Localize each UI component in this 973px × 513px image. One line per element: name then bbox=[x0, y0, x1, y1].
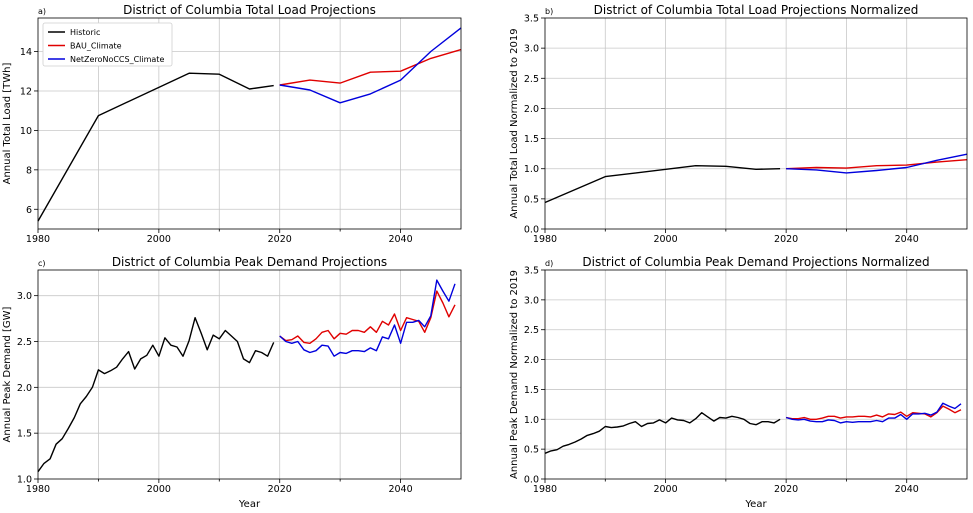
y-tick-label: 3.5 bbox=[524, 14, 539, 25]
chart-panel-3: 1980 2000 2020 2040 1.0 1.5 2.0 2.5 3.0 District … bbox=[2, 255, 462, 510]
y-axis-label: Annual Total Load Normalized to 2019 bbox=[509, 28, 520, 218]
y-tick-label: 2.0 bbox=[524, 355, 539, 366]
chart-title: District of Columbia Total Load Projecti… bbox=[594, 3, 919, 17]
x-tick-label: 2020 bbox=[774, 484, 798, 495]
y-tick-label: 0.0 bbox=[524, 225, 539, 236]
y-tick-label: 3.0 bbox=[524, 295, 539, 306]
plot-frame bbox=[37, 269, 462, 480]
x-tick-label: 2020 bbox=[774, 234, 798, 245]
series-line-bau-climate bbox=[786, 159, 968, 170]
legend-entry: NetZeroNoCCS_Climate bbox=[70, 55, 164, 64]
x-tick-label: 2000 bbox=[147, 484, 171, 495]
x-axis-label: Year bbox=[238, 499, 261, 510]
x-tick-label: 1980 bbox=[533, 234, 557, 245]
plot-frame bbox=[544, 17, 968, 230]
y-axis-label: Annual Peak Demand [GW] bbox=[2, 306, 13, 442]
series-line-historic bbox=[37, 317, 275, 473]
x-tick-label: 2040 bbox=[388, 484, 412, 495]
x-tick-label: 2040 bbox=[895, 484, 919, 495]
x-tick-label: 2020 bbox=[268, 484, 292, 495]
y-tick-label: 2.0 bbox=[17, 383, 32, 394]
panel-letter: b) bbox=[545, 7, 553, 16]
y-tick-label: 1.5 bbox=[17, 429, 32, 440]
chart-title: District of Columbia Total Load Projecti… bbox=[123, 3, 376, 17]
chart-panel-2: 1980 2000 2020 2040 0.0 0.5 1.0 1.5 2.0 2.5 3.0 3.5… bbox=[509, 3, 968, 245]
y-tick-label: 1.0 bbox=[524, 164, 539, 175]
y-tick-label: 6 bbox=[26, 205, 32, 216]
y-tick-label: 1.5 bbox=[524, 385, 539, 396]
chart-panel-1: 1980 2000 2020 2040 6 8 10 12 14 District of Colu… bbox=[2, 3, 462, 245]
panel-letter: c) bbox=[38, 259, 46, 268]
y-tick-label: 2.5 bbox=[17, 337, 32, 348]
series-line-historic bbox=[37, 72, 274, 222]
x-tick-label: 2040 bbox=[895, 234, 919, 245]
x-tick-label: 2000 bbox=[653, 484, 677, 495]
series-line-netzeronoccs-climate bbox=[786, 153, 968, 174]
y-tick-label: 2.5 bbox=[524, 325, 539, 336]
y-axis-label: Annual Peak Demand Normalized to 2019 bbox=[509, 270, 520, 479]
x-tick-label: 2020 bbox=[268, 234, 292, 245]
x-tick-label: 1980 bbox=[26, 234, 50, 245]
series-line-netzeronoccs-climate bbox=[279, 27, 462, 104]
plot-frame bbox=[544, 269, 968, 480]
y-tick-label: 2.0 bbox=[524, 104, 539, 115]
x-tick-label: 1980 bbox=[533, 484, 557, 495]
series-line-historic bbox=[544, 412, 781, 454]
chart-title: District of Columbia Peak Demand Project… bbox=[582, 255, 929, 269]
y-tick-label: 1.0 bbox=[17, 475, 32, 486]
panel-letter: a) bbox=[38, 7, 46, 16]
x-tick-label: 2000 bbox=[653, 234, 677, 245]
y-tick-label: 0.5 bbox=[524, 445, 539, 456]
plot-frame bbox=[37, 17, 462, 230]
y-tick-label: 12 bbox=[20, 86, 32, 97]
x-tick-label: 2000 bbox=[147, 234, 171, 245]
series-line-netzeronoccs-climate bbox=[279, 279, 456, 357]
chart-title: District of Columbia Peak Demand Project… bbox=[112, 255, 387, 269]
y-tick-label: 14 bbox=[20, 47, 32, 58]
series-line-bau-climate bbox=[279, 48, 462, 86]
y-tick-label: 2.5 bbox=[524, 74, 539, 85]
legend-entry: BAU_Climate bbox=[70, 42, 122, 51]
y-tick-label: 3.5 bbox=[524, 266, 539, 277]
legend: Historic BAU_Climate NetZeroNoCCS_Climate bbox=[42, 22, 173, 67]
y-tick-label: 0.0 bbox=[524, 475, 539, 486]
y-tick-label: 1.5 bbox=[524, 134, 539, 145]
series-line-bau-climate bbox=[279, 290, 456, 344]
x-axis-label: Year bbox=[744, 499, 767, 510]
y-tick-label: 0.5 bbox=[524, 194, 539, 205]
panel-letter: d) bbox=[545, 259, 553, 268]
y-tick-label: 3.0 bbox=[524, 44, 539, 55]
legend-entry: Historic bbox=[70, 28, 100, 37]
series-line-bau-climate bbox=[785, 405, 962, 420]
chart-panel-4: 1980 2000 2020 2040 0.0 0.5 1.0 1.5 2.0 2.5 3.0 3.5… bbox=[509, 255, 968, 510]
legend-box bbox=[42, 22, 173, 67]
series-line-netzeronoccs-climate bbox=[785, 402, 962, 424]
series-line-historic bbox=[544, 164, 781, 204]
y-tick-label: 8 bbox=[26, 165, 32, 176]
y-tick-label: 10 bbox=[20, 126, 32, 137]
y-axis-label: Annual Total Load [TWh] bbox=[2, 63, 13, 185]
x-tick-label: 2040 bbox=[388, 234, 412, 245]
x-tick-label: 1980 bbox=[26, 484, 50, 495]
y-tick-label: 3.0 bbox=[17, 291, 32, 302]
y-tick-label: 1.0 bbox=[524, 415, 539, 426]
